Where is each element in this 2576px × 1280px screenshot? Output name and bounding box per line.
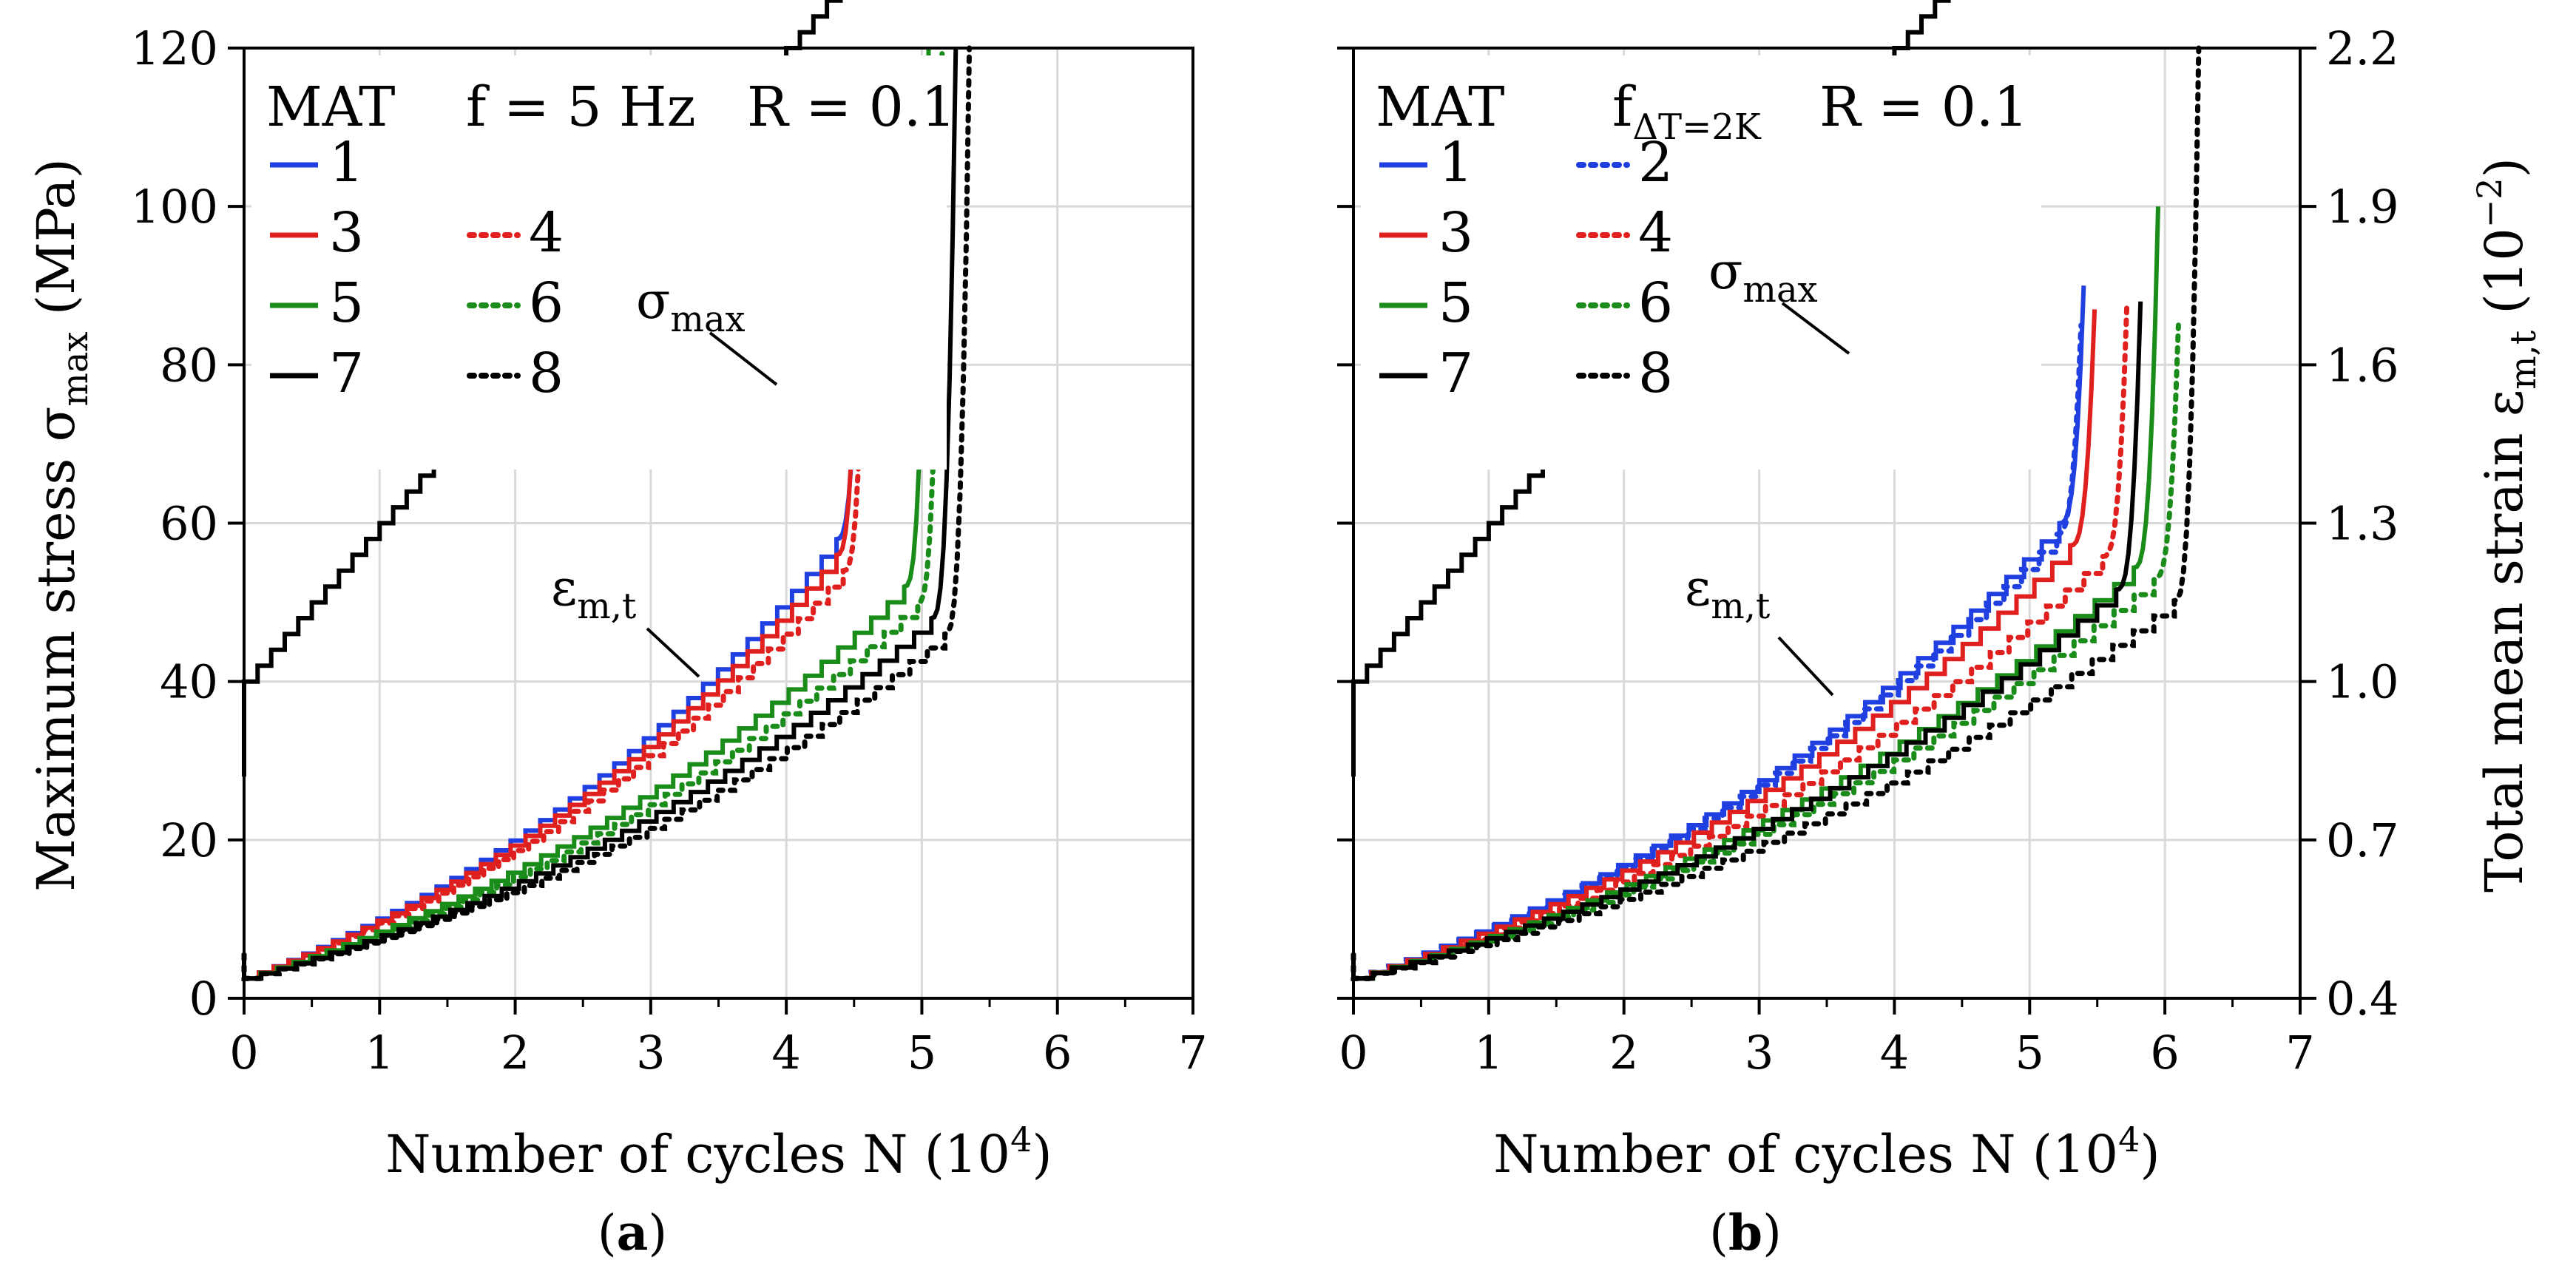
- series-line-6: [241, 45, 945, 981]
- y2-tick-label: 1.9: [2326, 180, 2399, 234]
- y-tick-label: 60: [160, 497, 218, 551]
- legend-label-1: 1: [329, 131, 364, 194]
- x-tick-label: 1: [1474, 1026, 1503, 1080]
- x-tick-label: 6: [2150, 1026, 2179, 1080]
- legend-box: [1361, 55, 2041, 470]
- series-line-8: [1350, 45, 2202, 981]
- legend-condition-f: f = 5 Hz: [466, 75, 696, 139]
- y-tick-label: 80: [160, 338, 218, 392]
- legend-label-6: 6: [529, 271, 564, 335]
- annotation-strain: εm,t: [1685, 559, 1770, 627]
- legend-entries: 1 3 4 5 6 7 8: [270, 131, 564, 405]
- annotation-strain-leader: [646, 627, 700, 678]
- legend-label-5: 5: [1439, 271, 1473, 335]
- x-tick-label: 1: [365, 1026, 394, 1080]
- y2-tick-label: 0.7: [2326, 813, 2399, 867]
- panel-a: 0 1 2 3 4 5 6 7 0 20 40 60 80 100 120 MAT f = 5 Hz R =…: [26, 0, 1208, 1262]
- legend-entries: 1 2 3 4 5 6 7 8: [1379, 131, 1673, 405]
- legend-condition-r: R = 0.1: [1819, 75, 2028, 139]
- x-tick-label: 2: [1609, 1026, 1638, 1080]
- series-line-2: [1350, 322, 2084, 981]
- legend-label-6: 6: [1638, 271, 1673, 335]
- y-tick-label: 40: [160, 655, 218, 709]
- x-tick-label: 0: [1339, 1026, 1368, 1080]
- x-tick-label: 2: [501, 1026, 530, 1080]
- y2-tick-label: 1.6: [2326, 338, 2399, 392]
- legend-label-3: 3: [1439, 201, 1473, 265]
- x-axis-title: Number of cycles N (104): [385, 1120, 1052, 1185]
- x-tick-label: 5: [907, 1026, 936, 1080]
- ticks: 0 1 2 3 4 5 6 70.40.71.01.31.61.92.2: [1337, 21, 2399, 1080]
- legend-label-3: 3: [329, 201, 364, 265]
- x-tick-label: 4: [1880, 1026, 1909, 1080]
- annotation-strain: εm,t: [551, 559, 636, 627]
- x-tick-label: 7: [1178, 1026, 1207, 1080]
- y-tick-label: 20: [160, 813, 218, 867]
- x-tick-label: 3: [636, 1026, 665, 1080]
- series-line-4: [1350, 299, 2130, 981]
- y2-tick-label: 0.4: [2326, 972, 2399, 1026]
- y-tick-label: 120: [131, 21, 218, 75]
- x-tick-label: 6: [1043, 1026, 1072, 1080]
- x-tick-label: 0: [229, 1026, 258, 1080]
- legend-label-4: 4: [1638, 201, 1673, 265]
- x-tick-label: 5: [2015, 1026, 2044, 1080]
- annotation-strain-leader: [1777, 636, 1834, 697]
- annotation-sigma-max-leader: [709, 331, 778, 386]
- legend-title: MAT: [266, 75, 396, 139]
- caption-b: (b): [1709, 1204, 1782, 1262]
- y-axis-title: Maximum stress σmax (MPa): [26, 158, 96, 892]
- series-line-4: [241, 140, 871, 981]
- series-line-8: [241, 45, 973, 981]
- series-line-7: [1351, 301, 2143, 981]
- ticks: 0 1 2 3 4 5 6 7 0 20 40 60 80 100 120: [131, 21, 1208, 1080]
- legend-label-8: 8: [1638, 342, 1673, 405]
- legend-label-5: 5: [329, 271, 364, 335]
- annotation-sigma-max-leader: [1781, 302, 1850, 355]
- y-tick-label: 100: [131, 180, 218, 234]
- legend-label-2: 2: [1638, 131, 1673, 194]
- series-line-3: [1351, 309, 2097, 981]
- legend-condition-f: fΔT=2K: [1612, 75, 1762, 148]
- y2-tick-label: 1.3: [2326, 497, 2399, 551]
- y2-axis-title: Total mean strain εm,t (10−2): [2469, 158, 2544, 893]
- legend-label-1: 1: [1439, 131, 1473, 194]
- panel-b: 0 1 2 3 4 5 6 70.40.71.01.31.61.92.2 MAT fΔT=2K…: [1337, 0, 2544, 1262]
- x-tick-label: 3: [1745, 1026, 1774, 1080]
- x-tick-label: 4: [771, 1026, 800, 1080]
- legend-label-8: 8: [529, 342, 564, 405]
- legend-condition-r: R = 0.1: [747, 75, 956, 139]
- x-axis-title: Number of cycles N (104): [1493, 1120, 2160, 1185]
- legend-label-4: 4: [529, 201, 564, 265]
- legend-box: [251, 55, 947, 470]
- caption-a: (a): [598, 1204, 667, 1262]
- legend-label-7: 7: [1439, 342, 1473, 405]
- legend-title: MAT: [1376, 75, 1505, 139]
- x-tick-label: 7: [2285, 1026, 2314, 1080]
- legend-label-7: 7: [329, 342, 364, 405]
- y2-tick-label: 2.2: [2326, 21, 2399, 75]
- y-tick-label: 0: [189, 972, 218, 1026]
- y2-tick-label: 1.0: [2326, 655, 2399, 709]
